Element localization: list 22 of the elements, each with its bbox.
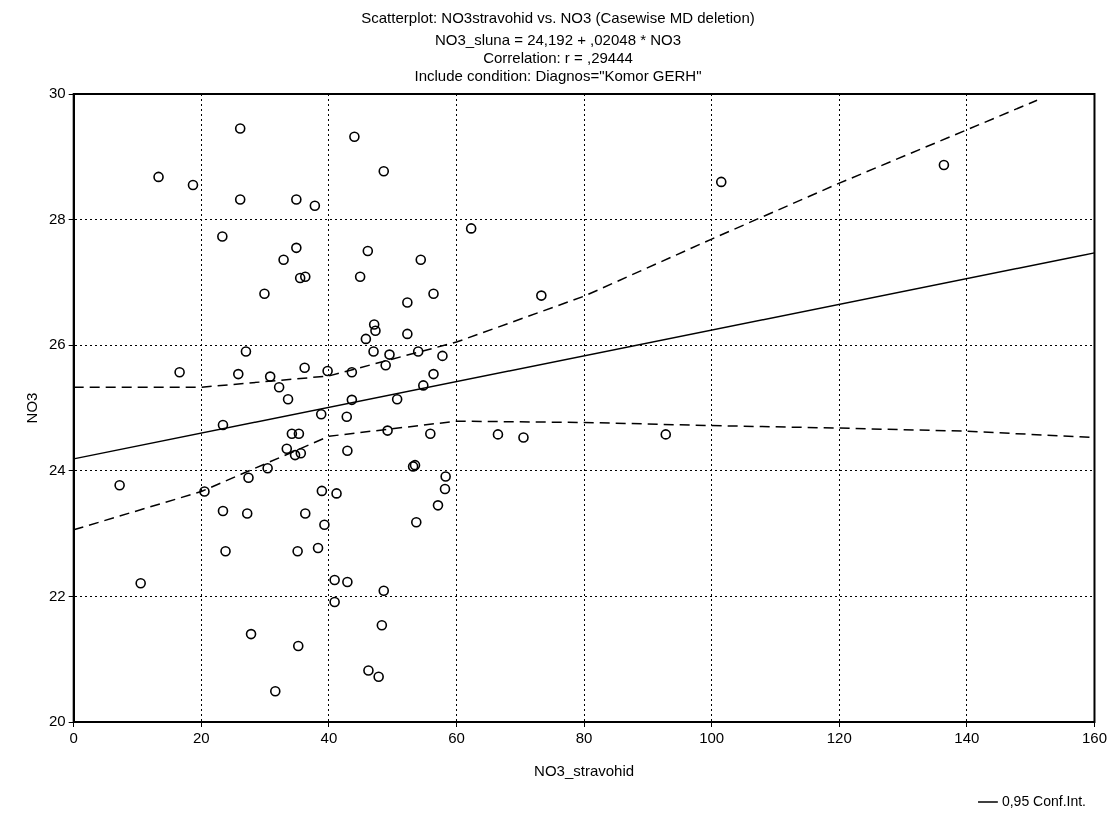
y-tick-label: 28 <box>49 209 66 227</box>
y-tick-label: 24 <box>49 460 66 478</box>
legend-label: 0,95 Conf.Int. <box>1001 792 1087 809</box>
chart-subtitle: NO3_sluna = 24,192 + ,02048 * NO3 <box>434 31 682 49</box>
x-tick-label: 160 <box>1081 729 1107 747</box>
y-tick-label: 22 <box>49 586 66 604</box>
x-tick-label: 60 <box>448 729 465 747</box>
x-tick-label: 120 <box>826 729 852 747</box>
x-tick-label: 80 <box>575 729 593 747</box>
y-tick-label: 26 <box>49 335 66 353</box>
x-tick-label: 40 <box>320 729 338 747</box>
text: Correlation: r = ,29444 <box>483 49 633 67</box>
x-tick-label: 0 <box>69 729 78 747</box>
x-tick-label: 100 <box>699 729 725 747</box>
y-tick-label: 20 <box>49 712 66 730</box>
x-tick-label: 20 <box>192 729 210 747</box>
x-axis-title: NO3_stravohid <box>534 762 635 780</box>
y-tick-label: 30 <box>49 84 66 102</box>
x-tick-label: 140 <box>954 729 980 747</box>
y-axis-title: NO3 <box>23 392 41 424</box>
chart-title: Scatterplot: NO3stravohid vs. NO3 (Casewise MD deletion) <box>361 9 755 27</box>
text: Include condition: Diagnos="Komor GERH" <box>414 67 702 85</box>
